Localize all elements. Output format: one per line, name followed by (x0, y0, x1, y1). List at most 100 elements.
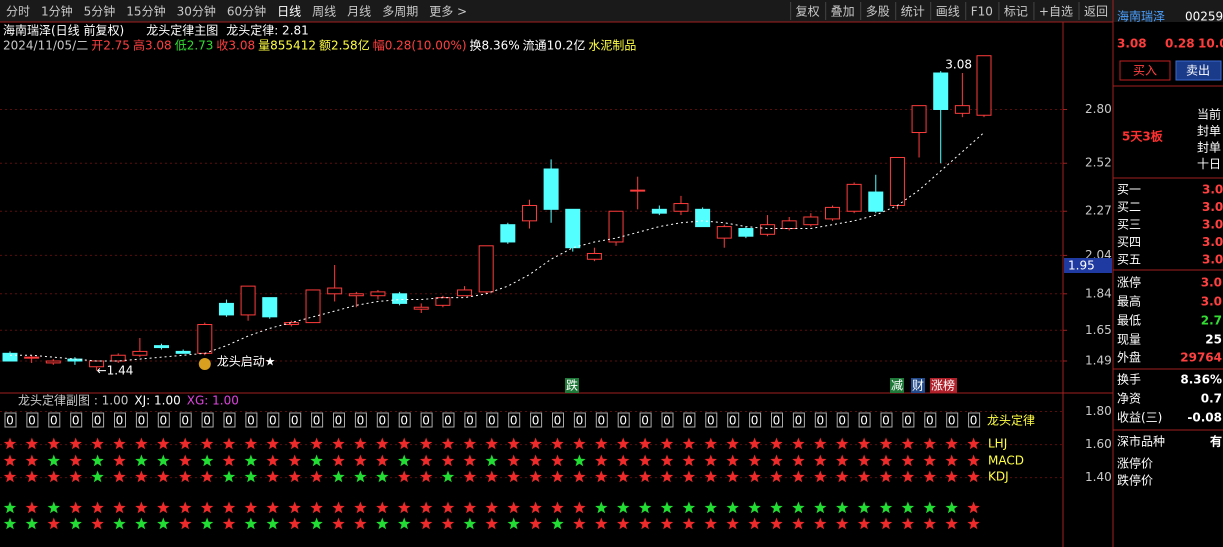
toolbar-button[interactable]: 标记 (1004, 5, 1028, 19)
candle-body (630, 189, 646, 192)
signal-star (288, 470, 301, 483)
candle-body (803, 216, 819, 226)
toolbar-tab[interactable]: 60分钟 (227, 4, 266, 19)
toolbar-tab[interactable]: 5分钟 (84, 4, 116, 19)
zero-box (661, 412, 674, 428)
toolbar-button[interactable]: 统计 (901, 5, 925, 19)
toolbar-tab[interactable]: 日线 (277, 5, 301, 19)
header-date: 2024/11/05/二 (3, 39, 88, 53)
signal-star (529, 437, 542, 450)
signal-star (200, 470, 214, 483)
sell-btn[interactable] (1175, 60, 1222, 81)
toolbar-tab[interactable]: 30分钟 (177, 4, 216, 19)
candle-body (197, 324, 213, 354)
signal-star (91, 501, 104, 514)
zero-box (946, 412, 959, 428)
signal-star (310, 517, 323, 530)
zero-box-value: 0 (619, 414, 627, 428)
header-field: 换8.36% (470, 39, 520, 53)
signal-star (573, 470, 586, 483)
zero-box-value: 0 (707, 414, 715, 428)
toolbar-tab[interactable]: 多周期 (382, 5, 418, 19)
candle-body (327, 287, 343, 295)
signal-star (266, 501, 279, 514)
signal-star (836, 454, 849, 467)
signal-icon (198, 358, 211, 370)
toolbar-tab[interactable]: 月线 (347, 5, 371, 19)
signal-star (135, 501, 148, 514)
toolbar-tab[interactable]: 分时 (6, 5, 30, 19)
candle-body (218, 302, 234, 316)
zero-box-value: 0 (532, 414, 540, 428)
signal-star (3, 470, 17, 483)
signal-star (222, 501, 236, 514)
stat-label: 跌停价 (1117, 473, 1153, 488)
toolbar-tab[interactable]: 15分钟 (126, 4, 165, 19)
toolbar-button[interactable]: 叠加 (831, 5, 855, 19)
signal-star (179, 517, 192, 530)
signal-star (25, 454, 39, 467)
toolbar-button[interactable]: 画线 (936, 5, 960, 19)
signal-star (47, 517, 60, 530)
stat-value: 有 (1210, 434, 1222, 449)
zero-box-value: 0 (488, 414, 496, 428)
header-field: 开2.75 (91, 39, 130, 53)
candle-body (565, 208, 581, 249)
signal-star (638, 454, 652, 467)
toolbar-button[interactable]: 复权 (796, 5, 820, 19)
zero-box-value: 0 (181, 414, 189, 428)
zero-box (223, 412, 236, 428)
zero-box (573, 412, 586, 428)
signal-star (529, 470, 542, 483)
buy-btn[interactable] (1119, 60, 1171, 81)
sell-label[interactable]: 卖出 (1186, 64, 1210, 78)
zero-box (595, 412, 608, 428)
signal-star (901, 517, 915, 530)
signal-star (200, 454, 214, 467)
toolbar-button[interactable]: F10 (971, 5, 993, 19)
zero-box (683, 412, 696, 428)
stat-value: -0.08 (1187, 411, 1222, 425)
sub-title: XJ: 1.00 (134, 394, 180, 408)
toolbar-tab[interactable]: 更多 > (429, 5, 467, 19)
signal-star (419, 470, 433, 483)
toolbar-tab[interactable]: 1分钟 (41, 4, 73, 19)
buy-label[interactable]: 买入 (1133, 64, 1157, 78)
signal-star (354, 437, 367, 450)
signal-star (463, 501, 477, 514)
signal-star (398, 454, 411, 467)
zero-box (552, 412, 564, 428)
signal-star (266, 437, 279, 450)
signal-star (179, 470, 192, 483)
zero-box (398, 412, 411, 428)
zero-box (26, 412, 39, 428)
candle-body (760, 224, 776, 235)
stat-value: 3.0 (1201, 276, 1222, 290)
stock-name: 海南瑞泽 (1117, 9, 1165, 24)
signal-star (748, 454, 761, 467)
zero-box-value: 0 (554, 414, 562, 428)
signal-star (967, 470, 980, 483)
toolbar-button[interactable]: +自选 (1039, 5, 1073, 19)
zero-box (771, 412, 783, 428)
signal-star (441, 437, 455, 450)
header-text: 海南瑞泽(日线 前复权) (3, 23, 124, 38)
stat-label: 最高 (1117, 294, 1141, 309)
toolbar-tab[interactable]: 周线 (312, 5, 336, 19)
signal-star (857, 501, 871, 514)
change: 0.28 (1165, 37, 1195, 51)
note: 当前 (1197, 107, 1221, 122)
signal-star (551, 437, 564, 450)
book-label: 买五 (1117, 253, 1141, 267)
y-tick-label: 1.80 (1085, 404, 1112, 418)
cursor-price: 1.95 (1068, 259, 1095, 273)
signal-star (573, 501, 586, 514)
signal-star (595, 437, 608, 450)
book-label: 买四 (1117, 235, 1141, 249)
toolbar-button[interactable]: 多股 (866, 5, 890, 19)
candle-body (868, 191, 884, 212)
signal-star (595, 501, 608, 514)
toolbar-button[interactable]: 返回 (1084, 5, 1108, 19)
zero-box-value: 0 (422, 414, 430, 428)
stat-value: 8.36% (1180, 373, 1222, 387)
